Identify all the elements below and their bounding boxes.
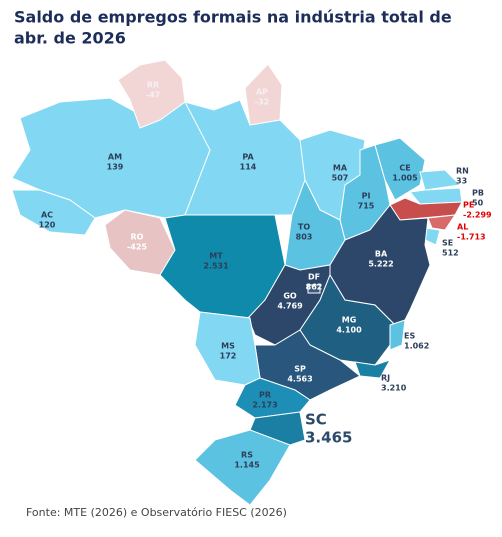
state-value: -47	[146, 91, 160, 100]
state-value: 512	[442, 249, 459, 258]
states	[11, 59, 463, 506]
state-value: 5.222	[368, 260, 393, 269]
state-value: 507	[332, 174, 349, 183]
state-abbr: PI	[362, 192, 371, 201]
state-abbr: SC	[305, 411, 327, 429]
state-value: 2.531	[203, 262, 229, 271]
state-value: 715	[358, 202, 375, 211]
state-abbr: SP	[294, 365, 306, 374]
state-abbr: AP	[256, 88, 268, 97]
state-abbr: SE	[442, 239, 453, 248]
state-ce	[374, 137, 426, 201]
state-df	[307, 284, 321, 294]
state-ap	[244, 63, 283, 126]
state-value: 4.100	[336, 326, 362, 335]
state-abbr: RN	[456, 167, 469, 176]
state-ac	[11, 189, 96, 236]
state-se	[424, 227, 441, 246]
state-value: 33	[456, 177, 467, 186]
title-line: Saldo de empregos formais na indústria t…	[14, 8, 452, 27]
state-value: 3.465	[305, 429, 352, 447]
state-es	[389, 319, 406, 351]
title-line: abr. de 2026	[14, 29, 126, 48]
state-abbr: PB	[472, 189, 484, 198]
state-abbr: RR	[147, 81, 159, 90]
state-abbr: GO	[283, 292, 297, 301]
state-value: -425	[127, 243, 147, 252]
state-abbr: MA	[333, 164, 348, 173]
state-abbr: PA	[242, 153, 254, 162]
state-rj	[354, 359, 392, 379]
state-value: 1.062	[404, 342, 429, 351]
state-value: -1.713	[457, 233, 486, 242]
state-abbr: RS	[241, 451, 253, 460]
state-rn	[419, 169, 462, 191]
state-abbr: AC	[41, 211, 53, 220]
state-abbr: PR	[259, 391, 271, 400]
state-value: 114	[240, 163, 257, 172]
state-abbr: RO	[131, 233, 144, 242]
source-note: Fonte: MTE (2026) e Observatório FIESC (…	[26, 506, 287, 519]
state-abbr: MG	[342, 316, 357, 325]
state-abbr: DF	[308, 273, 320, 282]
state-value: 50	[472, 199, 484, 208]
state-pr	[234, 377, 311, 419]
state-value: 862	[306, 283, 323, 292]
state-value: 139	[107, 163, 124, 172]
state-abbr: AM	[108, 153, 122, 162]
state-abbr: BA	[375, 250, 388, 259]
state-value: -32	[255, 98, 269, 107]
state-al	[427, 214, 457, 231]
state-value: 1.145	[234, 461, 260, 470]
state-abbr: ES	[404, 332, 415, 341]
state-value: 4.563	[287, 375, 312, 384]
state-value: 3.210	[381, 384, 407, 393]
state-abbr: AL	[457, 223, 468, 232]
state-value: 172	[220, 352, 237, 361]
state-abbr: MS	[221, 342, 235, 351]
state-value: 803	[296, 233, 313, 242]
state-value: -2.299	[463, 211, 492, 220]
state-value: 1.005	[392, 174, 418, 183]
state-pb	[409, 187, 463, 205]
state-abbr: CE	[399, 164, 410, 173]
state-value: 120	[39, 221, 56, 230]
state-rs	[194, 429, 291, 506]
state-abbr: PE	[463, 201, 474, 210]
state-abbr: RJ	[381, 374, 390, 383]
state-sc	[249, 411, 306, 446]
state-abbr: MT	[209, 252, 223, 261]
state-value: 2.173	[252, 401, 277, 410]
state-value: 4.769	[277, 302, 303, 311]
state-abbr: TO	[298, 223, 310, 232]
